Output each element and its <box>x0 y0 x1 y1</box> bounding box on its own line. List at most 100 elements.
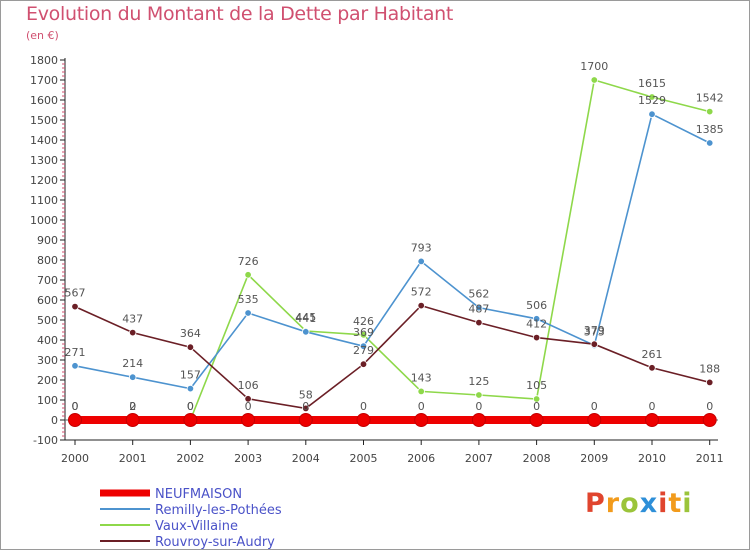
data-label: 279 <box>353 344 374 357</box>
data-label: 567 <box>65 287 86 300</box>
data-point-vaux-villaine <box>648 93 656 101</box>
x-tick-label: 2008 <box>523 452 551 465</box>
logo-letter: t <box>668 488 683 519</box>
x-tick-label: 2006 <box>407 452 435 465</box>
data-point-neufmaison <box>414 413 429 427</box>
y-tick-label: 1300 <box>30 154 58 167</box>
data-point-remilly-les-poth-es <box>71 362 79 370</box>
data-point-vaux-villaine <box>532 395 541 403</box>
data-label: 535 <box>238 293 259 306</box>
y-tick-label: 700 <box>37 274 58 287</box>
data-point-rouvroy-sur-audry <box>417 301 425 310</box>
logo-letter: x <box>639 488 659 519</box>
chart-title: Evolution du Montant de la Dette par Hab… <box>26 3 454 25</box>
data-label: 0 <box>187 400 194 413</box>
data-point-neufmaison <box>471 413 486 427</box>
data-point-rouvroy-sur-audry <box>706 378 714 387</box>
data-label: 214 <box>122 357 143 370</box>
data-label: 0 <box>591 400 598 413</box>
y-tick-label: 800 <box>37 254 58 267</box>
data-point-remilly-les-poth-es <box>359 342 368 350</box>
data-point-neufmaison <box>356 413 371 427</box>
data-point-remilly-les-poth-es <box>244 309 252 317</box>
y-tick-label: 600 <box>37 294 58 307</box>
x-tick-label: 2000 <box>61 452 89 465</box>
data-labels-layer: 0 0 0 726 445 426 143 125 105 1700 1615 1542 271 214 1… <box>65 60 724 413</box>
data-point-vaux-villaine <box>244 271 252 279</box>
legend: NEUFMAISONRemilly-les-PothéesVaux-Villai… <box>100 487 282 550</box>
data-point-rouvroy-sur-audry <box>244 395 252 403</box>
x-tick-label: 2003 <box>234 452 262 465</box>
legend-label: Vaux-Villaine <box>155 519 238 534</box>
data-point-vaux-villaine <box>706 107 714 116</box>
y-tick-label: 1100 <box>30 194 58 207</box>
data-point-neufmaison <box>529 413 544 427</box>
proxiti-logo: Proxiti <box>585 488 693 519</box>
data-point-neufmaison <box>645 413 659 427</box>
logo-letter: o <box>620 488 640 519</box>
data-point-remilly-les-poth-es <box>648 110 656 118</box>
series-line-vaux-villaine <box>75 78 710 421</box>
x-tick-label: 2004 <box>292 452 320 465</box>
y-tick-label: 1500 <box>30 114 58 127</box>
y-tick-label: 1200 <box>30 174 58 187</box>
data-point-remilly-les-poth-es <box>302 328 310 336</box>
data-label: 0 <box>533 400 540 413</box>
data-point-remilly-les-poth-es <box>417 257 425 266</box>
data-label: 369 <box>353 326 374 339</box>
data-point-neufmaison <box>125 413 140 427</box>
data-point-rouvroy-sur-audry <box>71 302 79 311</box>
y-tick-label: 0 <box>51 414 58 427</box>
data-label: 726 <box>238 255 259 268</box>
data-label: 793 <box>411 241 432 254</box>
data-point-vaux-villaine <box>475 391 483 399</box>
x-tick-label: 2002 <box>176 452 204 465</box>
chart-axes: -100010020030040050060070080090010001100… <box>30 54 724 465</box>
y-tick-label: 100 <box>37 394 58 407</box>
logo-letter: r <box>605 488 621 519</box>
x-tick-label: 2011 <box>696 452 724 465</box>
data-point-neufmaison <box>241 413 256 427</box>
x-tick-label: 2005 <box>350 452 378 465</box>
data-label: 157 <box>180 369 201 382</box>
data-label: 1615 <box>638 77 666 90</box>
series-layer <box>68 76 717 427</box>
series-line-rouvroy-sur-audry <box>74 304 710 410</box>
y-tick-label: 200 <box>37 374 58 387</box>
data-label: 105 <box>526 379 547 392</box>
data-label: 2 <box>129 400 136 413</box>
data-label: 0 <box>187 400 194 413</box>
data-label: 0 <box>475 400 482 413</box>
data-label: 0 <box>129 400 136 413</box>
legend-label: Remilly-les-Pothées <box>155 503 282 518</box>
data-point-rouvroy-sur-audry <box>590 340 598 348</box>
y-tick-label: 1800 <box>30 54 58 67</box>
data-label: 412 <box>526 318 547 331</box>
data-point-rouvroy-sur-audry <box>648 364 656 372</box>
data-label: 572 <box>411 286 432 299</box>
data-point-rouvroy-sur-audry <box>475 318 483 327</box>
data-label: 0 <box>72 400 79 413</box>
data-label: 1700 <box>580 60 608 73</box>
data-point-neufmaison <box>183 413 198 427</box>
data-point-rouvroy-sur-audry <box>532 333 541 342</box>
data-point-rouvroy-sur-audry <box>128 328 137 337</box>
y-tick-label: 1400 <box>30 134 58 147</box>
data-point-neufmaison <box>702 413 717 427</box>
data-label: 441 <box>295 312 316 325</box>
y-tick-label: 500 <box>37 314 58 327</box>
y-tick-label: 400 <box>37 334 58 347</box>
data-label: 106 <box>238 379 259 392</box>
data-label: 506 <box>526 299 547 312</box>
data-point-rouvroy-sur-audry <box>186 343 195 351</box>
data-label: 1542 <box>696 92 724 105</box>
logo-letter: P <box>585 488 606 519</box>
y-tick-label: 300 <box>37 354 58 367</box>
data-label: 426 <box>353 315 374 328</box>
data-label: 0 <box>649 400 656 413</box>
y-tick-label: 1000 <box>30 214 58 227</box>
data-point-rouvroy-sur-audry <box>359 360 368 368</box>
data-point-vaux-villaine <box>359 331 368 339</box>
